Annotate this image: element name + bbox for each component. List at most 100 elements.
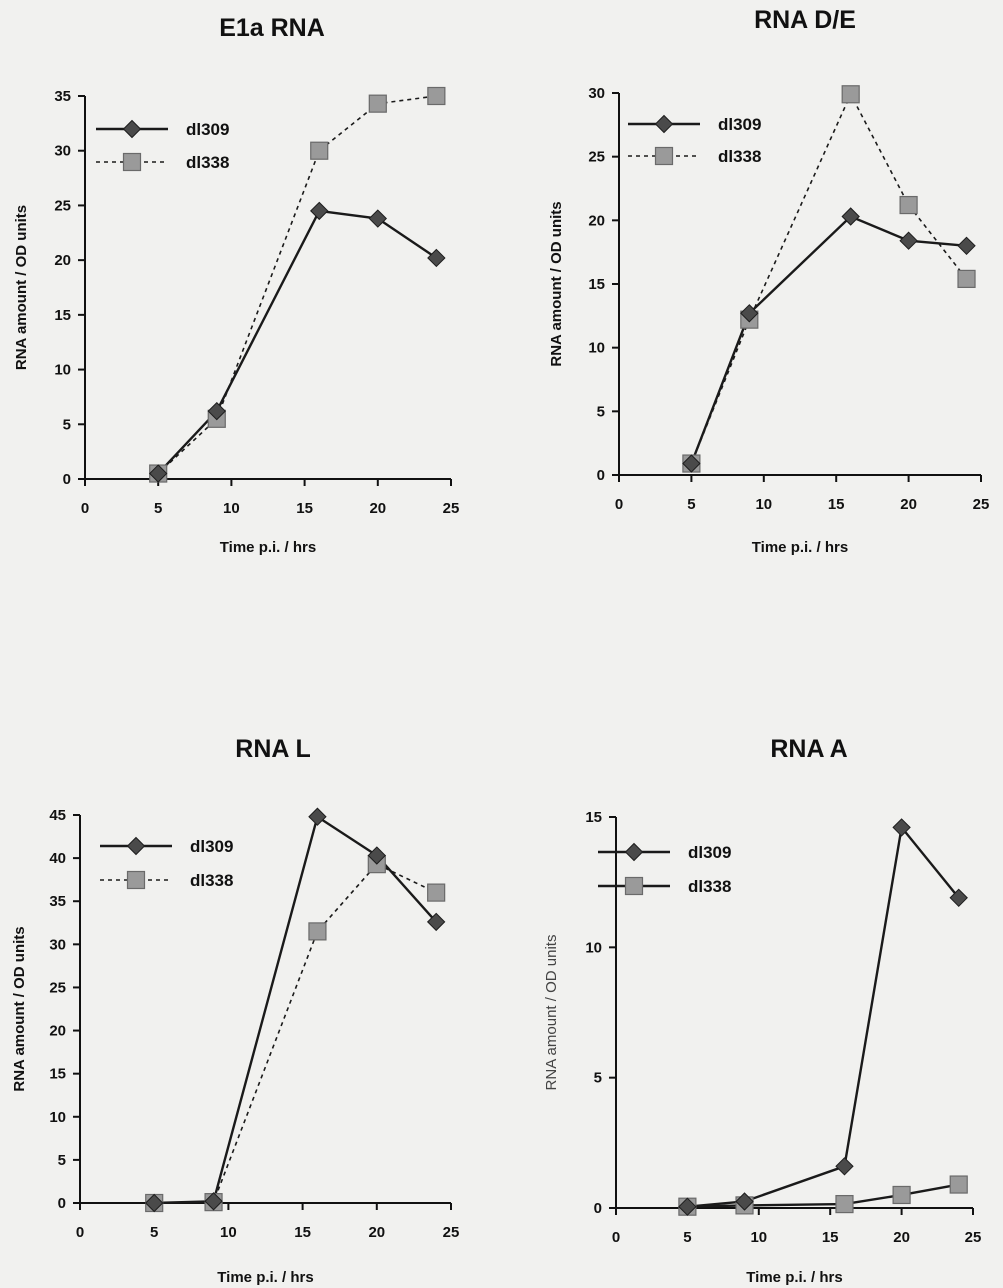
legend-label-dl338: dl338	[190, 871, 233, 890]
x-tick-label: 20	[900, 496, 917, 513]
y-tick-label: 25	[49, 979, 66, 996]
data-point-dl309	[367, 846, 387, 865]
y-tick-label: 15	[49, 1066, 66, 1083]
series-line-dl338	[154, 863, 437, 1204]
legend-marker-dl338	[122, 152, 142, 172]
x-tick-label: 10	[223, 500, 240, 517]
x-tick-label: 25	[443, 500, 460, 517]
y-tick-label: 30	[54, 143, 71, 160]
chart-title: RNA L	[235, 735, 310, 763]
y-tick-label: 45	[49, 807, 66, 824]
y-tick-label: 25	[588, 149, 605, 166]
y-tick-label: 10	[54, 362, 71, 379]
chart-title: RNA D/E	[754, 6, 856, 34]
y-axis-label: RNA amount / OD units	[543, 935, 560, 1091]
y-tick-label: 15	[588, 276, 605, 293]
data-point-dl309	[740, 304, 759, 323]
x-tick-label: 5	[154, 500, 162, 517]
data-point-dl309	[144, 1193, 164, 1213]
legend-label-dl309: dl309	[190, 837, 233, 856]
data-point-dl309	[957, 236, 976, 256]
chart-panel-1: E1a RNA 0 5 10 15 20 25 30 35 0 5 10 15 20 25 Time p.i.…	[13, 14, 459, 556]
y-tick-label: 30	[588, 85, 605, 102]
data-point-dl309	[426, 912, 446, 932]
data-point-dl338	[368, 94, 387, 113]
x-tick-label: 0	[81, 500, 89, 517]
y-tick-label: 25	[54, 197, 71, 214]
y-tick-label: 5	[594, 1070, 602, 1087]
data-point-dl309	[148, 464, 168, 483]
data-point-dl338	[841, 85, 860, 104]
y-tick-label: 15	[585, 809, 602, 826]
legend-label-dl338: dl338	[718, 147, 761, 166]
x-tick-label: 10	[220, 1224, 237, 1241]
x-tick-label: 25	[443, 1224, 460, 1241]
y-tick-label: 5	[597, 403, 605, 420]
legend-marker-dl309	[122, 119, 142, 139]
data-point-dl309	[682, 454, 701, 473]
legend-marker-dl309	[654, 114, 674, 134]
y-tick-label: 0	[58, 1195, 66, 1212]
y-tick-label: 15	[54, 307, 71, 324]
legend-label-dl338: dl338	[186, 153, 229, 172]
y-axis-label: RNA amount / OD units	[11, 926, 28, 1091]
y-tick-label: 35	[49, 893, 66, 910]
data-point-dl338	[427, 883, 446, 902]
data-point-dl338	[308, 922, 327, 941]
x-tick-label: 15	[296, 500, 313, 517]
data-point-dl309	[427, 248, 446, 268]
x-axis-label: Time p.i. / hrs	[220, 539, 316, 556]
data-point-dl309	[735, 1192, 754, 1211]
data-point-dl309	[899, 231, 918, 250]
x-tick-label: 0	[612, 1229, 620, 1246]
x-axis-label: Time p.i. / hrs	[752, 539, 848, 556]
data-point-dl309	[892, 818, 911, 837]
data-point-dl338	[899, 195, 918, 215]
data-point-dl309	[678, 1197, 697, 1216]
x-tick-label: 20	[369, 500, 386, 517]
y-tick-label: 35	[54, 88, 71, 105]
data-point-dl338	[427, 86, 446, 106]
chart-panel-4: RNA A 0 5 10 15 0 5 10 15 20 25 Time p.i. / hrs RNA …	[543, 735, 981, 1286]
y-tick-label: 20	[49, 1023, 66, 1040]
data-point-dl309	[310, 201, 329, 221]
x-tick-label: 5	[150, 1224, 158, 1241]
legend-label-dl338: dl338	[688, 877, 731, 896]
y-tick-label: 10	[49, 1109, 66, 1126]
legend-marker-dl309	[126, 836, 146, 856]
y-axis-label: RNA amount / OD units	[548, 201, 565, 366]
y-tick-label: 20	[588, 212, 605, 229]
x-tick-label: 15	[822, 1229, 839, 1246]
x-tick-label: 5	[687, 496, 695, 513]
data-point-dl309	[841, 207, 860, 226]
x-tick-label: 10	[750, 1229, 767, 1246]
chart-title: RNA A	[770, 735, 847, 763]
data-point-dl309	[835, 1157, 854, 1176]
x-tick-label: 25	[973, 496, 990, 513]
legend-marker-dl338	[624, 876, 644, 896]
data-point-dl309	[949, 888, 968, 908]
series-line-dl309	[690, 215, 967, 464]
x-tick-label: 15	[828, 496, 845, 513]
chart-title: E1a RNA	[219, 14, 325, 42]
legend-marker-dl338	[126, 870, 146, 890]
legend-label-dl309: dl309	[718, 115, 761, 134]
x-tick-label: 20	[368, 1224, 385, 1241]
x-axis-label: Time p.i. / hrs	[746, 1269, 842, 1286]
data-point-dl338	[892, 1185, 911, 1205]
y-tick-label: 40	[49, 850, 66, 867]
y-tick-label: 0	[597, 467, 605, 484]
x-tick-label: 0	[615, 496, 623, 513]
y-tick-label: 0	[594, 1200, 602, 1217]
legend-label-dl309: dl309	[186, 120, 229, 139]
x-tick-label: 20	[893, 1229, 910, 1246]
data-point-dl338	[949, 1175, 968, 1194]
x-tick-label: 5	[683, 1229, 691, 1246]
legend-marker-dl338	[654, 146, 674, 166]
chart-panel-2: RNA D/E 0 5 10 15 20 25 30 0 5 10 15 20 25 Time p.i. /…	[548, 6, 989, 556]
y-tick-label: 20	[54, 252, 71, 269]
chart-panel-3: RNA L 0 5 10 15 20 25 30 35 40 45 0 5 10 15 20 25 Time p.…	[11, 735, 459, 1286]
data-point-dl338	[835, 1194, 854, 1214]
